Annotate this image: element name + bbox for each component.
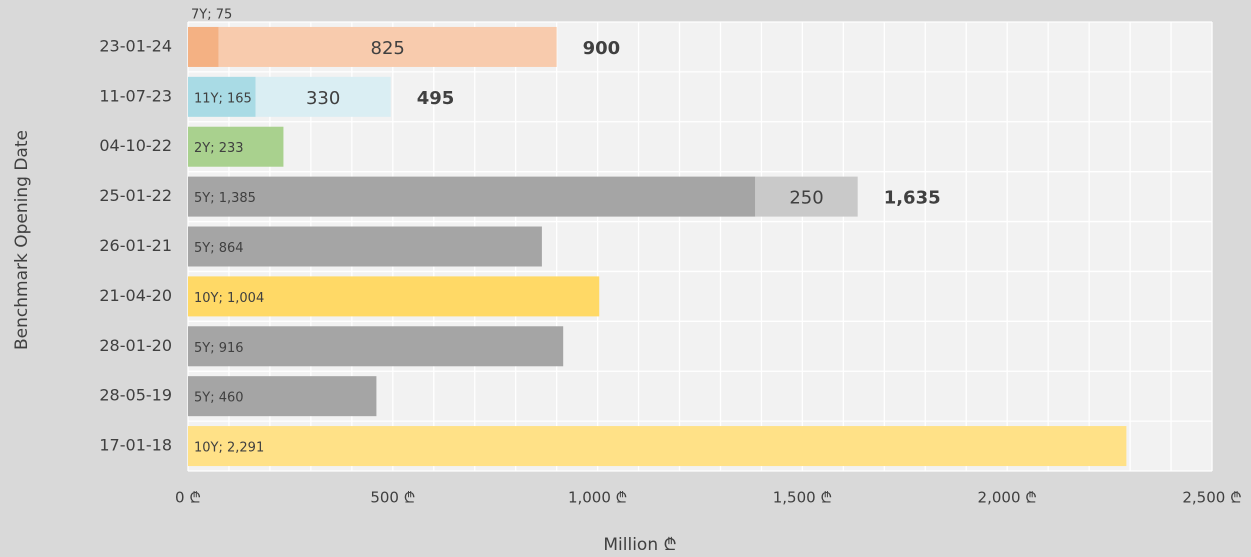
bar-label: 250 xyxy=(789,188,823,209)
bar-segment xyxy=(255,76,391,117)
bar-label: 5Y; 864 xyxy=(194,241,244,256)
x-tick-label: 500 ₾ xyxy=(370,489,415,507)
bar-label: 10Y; 1,004 xyxy=(194,291,264,306)
bar-segment xyxy=(188,376,377,417)
bar-segment xyxy=(188,426,1127,467)
y-tick-label: 21-04-20 xyxy=(99,286,172,305)
bar-segment xyxy=(218,26,557,67)
bar-label: 5Y; 916 xyxy=(194,341,244,356)
y-tick-label: 11-07-23 xyxy=(99,86,172,105)
bar-segment xyxy=(188,76,256,117)
bar-segment xyxy=(188,176,756,217)
bar-label: 11Y; 165 xyxy=(194,91,252,106)
x-tick-label: 2,500 ₾ xyxy=(1182,489,1241,507)
x-tick-label: 1,000 ₾ xyxy=(568,489,627,507)
total-label: 1,635 xyxy=(884,188,941,209)
x-tick-label: 1,500 ₾ xyxy=(773,489,832,507)
y-tick-label: 28-01-20 xyxy=(99,336,172,355)
bar-label: 825 xyxy=(371,38,405,59)
x-axis-title: Million ₾ xyxy=(603,535,676,555)
total-label: 900 xyxy=(583,38,621,59)
bar-segment xyxy=(755,176,858,217)
y-tick-label: 23-01-24 xyxy=(99,36,172,55)
bar-segment xyxy=(188,276,600,317)
y-tick-label: 26-01-21 xyxy=(99,236,172,255)
y-tick-label: 04-10-22 xyxy=(99,136,172,155)
bar-label: 5Y; 460 xyxy=(194,391,244,406)
bar-segment xyxy=(188,126,284,167)
y-tick-label: 25-01-22 xyxy=(99,186,172,205)
x-tick-label: 2,000 ₾ xyxy=(978,489,1037,507)
x-tick-label: 0 ₾ xyxy=(175,489,201,507)
bar-segment xyxy=(188,326,564,367)
bar-label: 330 xyxy=(306,88,340,109)
total-label: 495 xyxy=(417,88,455,109)
y-axis-title: Benchmark Opening Date xyxy=(12,130,32,350)
y-tick-label: 28-05-19 xyxy=(99,386,172,405)
y-tick-label: 17-01-18 xyxy=(99,436,172,455)
bar-segment xyxy=(188,26,219,67)
bar-label: 7Y; 75 xyxy=(191,7,232,22)
bar-label: 10Y; 2,291 xyxy=(194,441,264,456)
bar-label: 5Y; 1,385 xyxy=(194,191,256,206)
bar-segment xyxy=(188,226,542,267)
bar-label: 2Y; 233 xyxy=(194,141,244,156)
